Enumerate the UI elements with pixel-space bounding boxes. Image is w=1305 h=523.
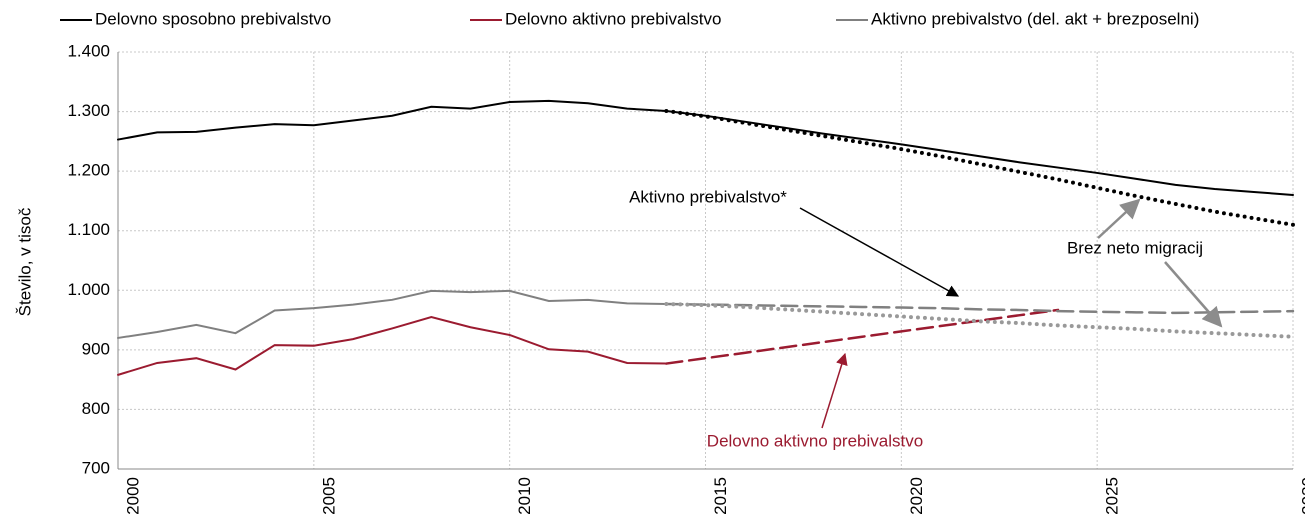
legend-label: Delovno sposobno prebivalstvo (95, 9, 331, 28)
x-tick-label: 2025 (1103, 477, 1122, 515)
annotation-arrow (1097, 198, 1141, 239)
line-series (664, 108, 1295, 227)
x-tick-label: 2020 (907, 477, 926, 515)
annotation: Brez neto migracij (1067, 238, 1203, 257)
y-tick-label: 900 (82, 339, 110, 358)
legend-label: Delovno aktivno prebivalstvo (505, 9, 721, 28)
annotation-arrow (821, 352, 848, 429)
line-series (117, 316, 668, 376)
x-tick-label: 2015 (711, 477, 730, 515)
line-series (664, 301, 1295, 339)
y-tick-label: 800 (82, 399, 110, 418)
x-tick-label: 2000 (123, 477, 142, 515)
x-tick-label: 2030 (1298, 477, 1305, 515)
y-tick-label: 1.300 (67, 101, 110, 120)
x-tick-label: 2005 (319, 477, 338, 515)
annotation-arrow (1164, 261, 1223, 328)
line-series (117, 289, 668, 339)
y-tick-label: 700 (82, 458, 110, 477)
annotation-arrow (799, 207, 960, 297)
x-tick-label: 2010 (515, 477, 534, 515)
annotation: Delovno aktivno prebivalstvo (707, 431, 923, 450)
line-series (665, 308, 1060, 365)
y-tick-label: 1.400 (67, 41, 110, 60)
y-tick-label: 1.000 (67, 280, 110, 299)
annotation: Aktivno prebivalstvo* (629, 187, 787, 206)
y-tick-label: 1.100 (67, 220, 110, 239)
y-tick-label: 1.200 (67, 161, 110, 180)
line-series (117, 99, 1294, 196)
line-series (665, 302, 1295, 315)
y-axis-label: Število, v tisoč (15, 207, 34, 316)
legend-label: Aktivno prebivalstvo (del. akt + brezpos… (871, 9, 1199, 28)
